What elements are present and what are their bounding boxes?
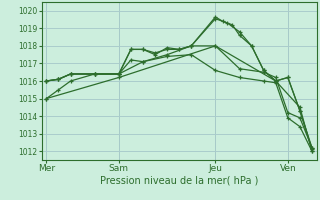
X-axis label: Pression niveau de la mer( hPa ): Pression niveau de la mer( hPa ) [100,176,258,186]
